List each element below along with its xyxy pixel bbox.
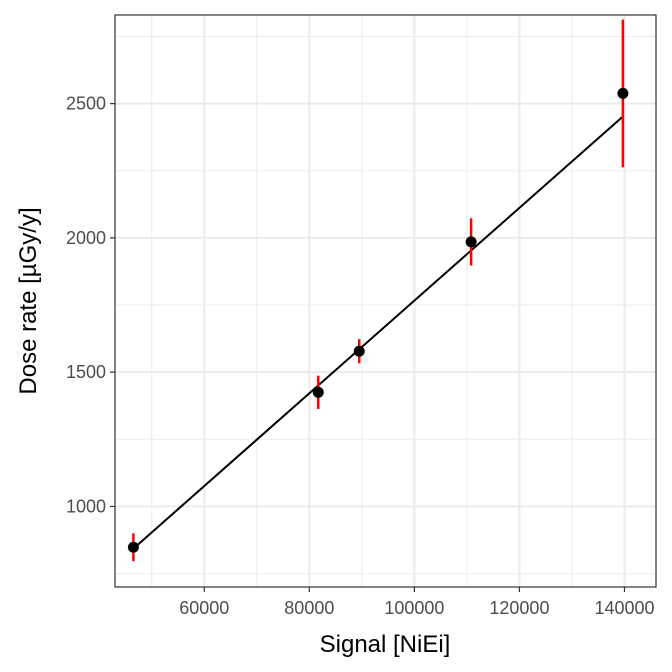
x-tick-label: 80000 — [284, 598, 334, 618]
data-point — [617, 87, 629, 99]
grid-major — [115, 15, 656, 587]
data-point — [127, 541, 139, 553]
data-point — [353, 345, 365, 357]
y-tick-label: 2500 — [66, 94, 106, 114]
x-tick-label: 60000 — [179, 598, 229, 618]
y-tick-label: 1000 — [66, 496, 106, 516]
fit-line-group — [132, 115, 624, 550]
y-axis-title: Dose rate [µGy/y] — [15, 207, 42, 394]
y-axis-ticks: 1000 1500 2000 2500 — [66, 94, 115, 516]
x-axis-title: Signal [NiEi] — [320, 631, 451, 658]
x-tick-label: 120000 — [489, 598, 549, 618]
x-tick-label: 100000 — [384, 598, 444, 618]
x-tick-label: 140000 — [594, 598, 654, 618]
panel-border — [114, 14, 657, 588]
points-group — [127, 87, 629, 553]
fit-line — [132, 115, 624, 550]
data-point — [312, 386, 324, 398]
data-point — [465, 236, 477, 248]
x-axis-ticks: 60000 80000 100000 120000 140000 — [179, 587, 655, 618]
y-tick-label: 2000 — [66, 228, 106, 248]
y-tick-label: 1500 — [66, 362, 106, 382]
